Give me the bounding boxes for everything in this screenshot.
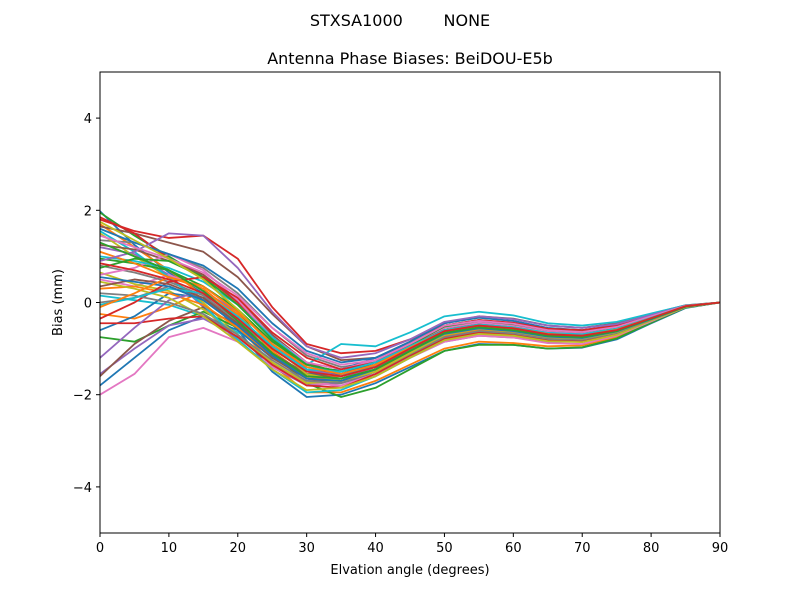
chart-suptitle: STXSA1000 NONE bbox=[310, 11, 490, 30]
series-layer bbox=[100, 210, 720, 398]
chart-title: Antenna Phase Biases: BeiDOU-E5b bbox=[267, 49, 553, 68]
x-tick-label: 50 bbox=[436, 541, 453, 556]
series-line-35 bbox=[100, 232, 720, 359]
y-axis: −4 −2 0 2 4 bbox=[73, 112, 100, 496]
x-axis-label: Elvation angle (degrees) bbox=[330, 563, 489, 578]
series-line-37 bbox=[100, 234, 720, 366]
x-tick-label: 30 bbox=[298, 541, 315, 556]
x-tick-label: 80 bbox=[643, 541, 660, 556]
series-line-43 bbox=[100, 241, 720, 380]
x-tick-label: 70 bbox=[574, 541, 591, 556]
x-tick-label: 20 bbox=[230, 541, 247, 556]
y-tick-label: 2 bbox=[84, 204, 92, 219]
x-tick-label: 90 bbox=[712, 541, 729, 556]
series-line-44 bbox=[100, 262, 720, 378]
x-tick-label: 60 bbox=[505, 541, 522, 556]
y-tick-label: −2 bbox=[73, 389, 92, 404]
x-tick-label: 40 bbox=[367, 541, 384, 556]
y-tick-label: 0 bbox=[84, 297, 92, 312]
x-axis: 0 10 20 30 40 50 60 70 80 90 bbox=[96, 533, 728, 556]
y-tick-label: −4 bbox=[73, 481, 92, 496]
y-tick-label: 4 bbox=[84, 112, 92, 127]
series-line-29 bbox=[100, 280, 720, 391]
x-tick-label: 0 bbox=[96, 541, 104, 556]
x-tick-label: 10 bbox=[161, 541, 178, 556]
y-axis-label: Bias (mm) bbox=[51, 269, 66, 336]
